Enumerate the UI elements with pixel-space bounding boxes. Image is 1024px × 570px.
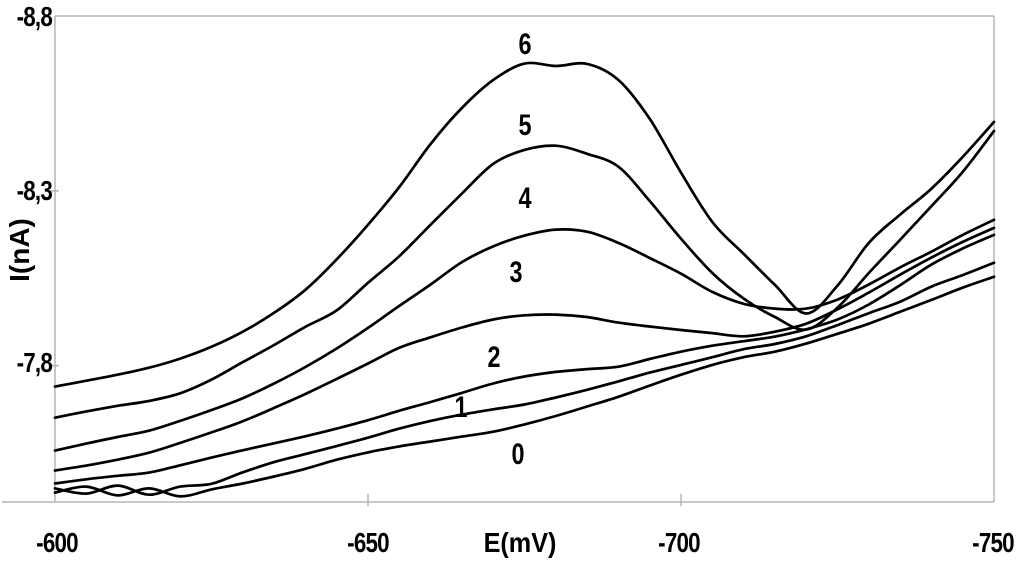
curve-0 <box>53 275 996 498</box>
curve-label-4: 4 <box>517 181 532 215</box>
curve-label-6: 6 <box>517 28 532 62</box>
x-tick-label-750: -750 <box>972 527 1014 558</box>
curve-label-2: 2 <box>487 340 501 374</box>
y-tick-label-top: -8,8 <box>16 1 53 32</box>
x-tick-label-600: -600 <box>36 527 78 558</box>
curve-1 <box>53 261 996 497</box>
curve-2 <box>53 233 996 485</box>
y-tick-label-bottom: -7,8 <box>16 347 53 378</box>
curve-label-0: 0 <box>511 438 525 472</box>
curve-label-5: 5 <box>517 108 532 142</box>
curve-label-1: 1 <box>454 390 468 424</box>
curve-label-3: 3 <box>509 255 523 289</box>
curve-4 <box>53 218 996 452</box>
y-axis-title: I(nA) <box>4 218 35 282</box>
x-tick-label-650: -650 <box>347 527 389 558</box>
x-axis-title: E(mV) <box>483 527 557 558</box>
y-tick-label-mid: -8,3 <box>16 175 53 206</box>
curve-6 <box>53 61 996 388</box>
curve-5 <box>53 129 996 420</box>
x-tick-label-700: -700 <box>658 527 700 558</box>
